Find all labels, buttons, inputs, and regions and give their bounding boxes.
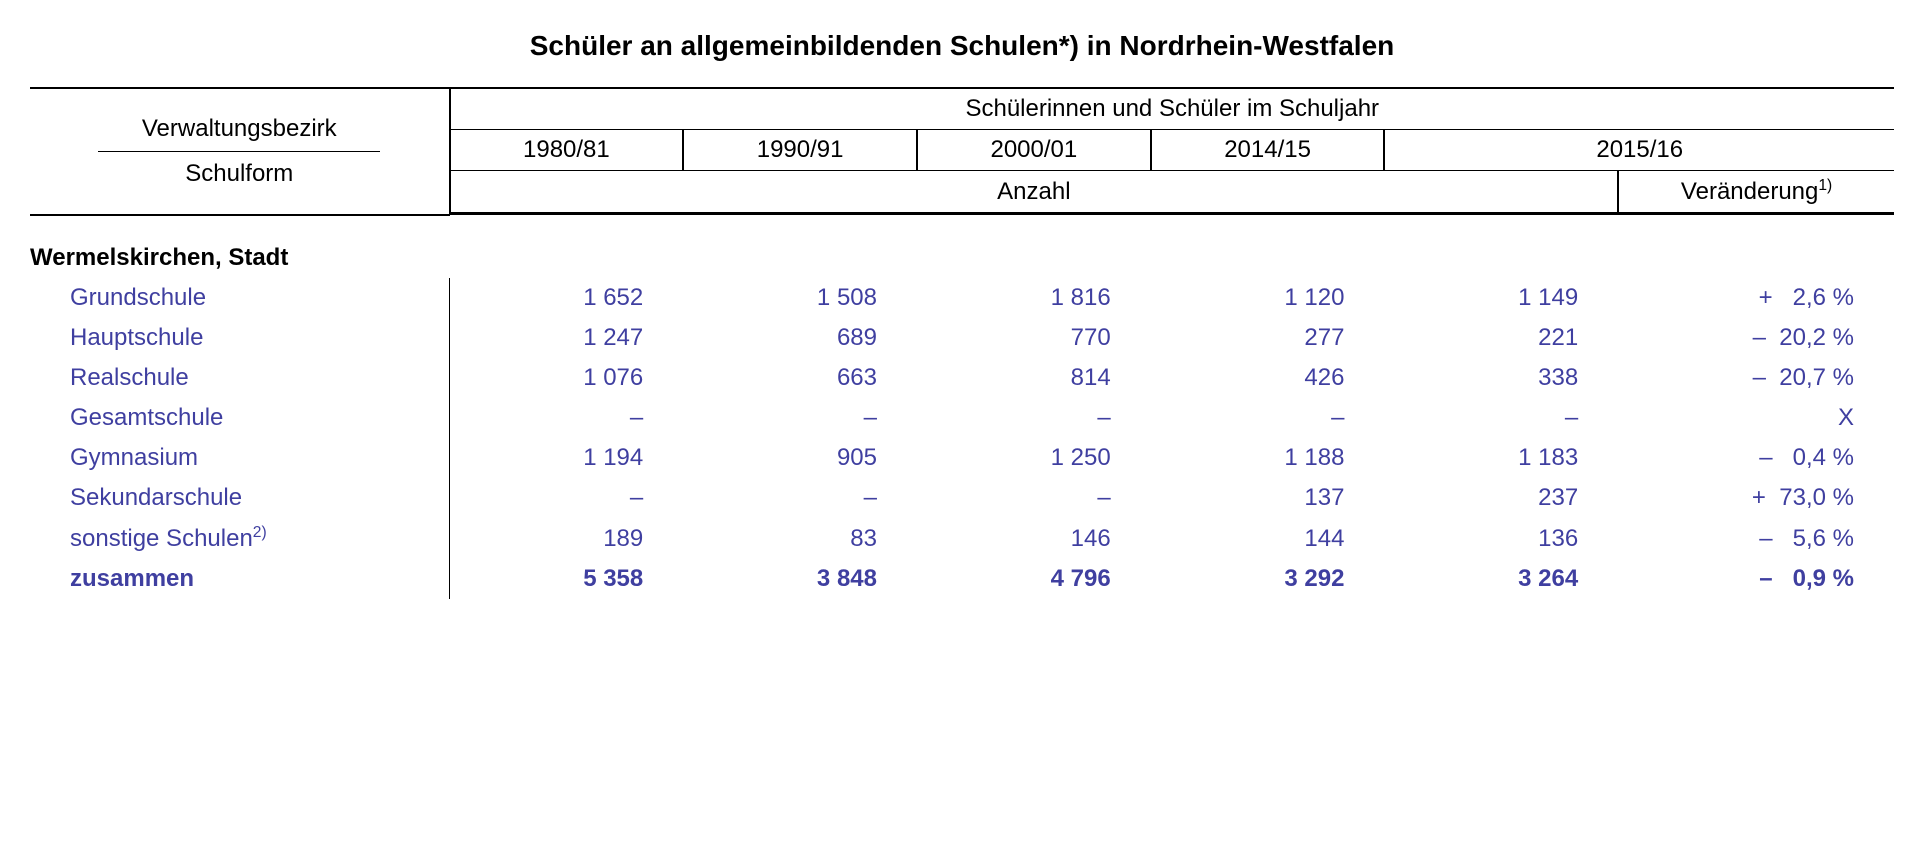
- cell-value: 1 194: [450, 438, 684, 478]
- cell-value: 1 183: [1384, 438, 1618, 478]
- cell-value: 237: [1384, 478, 1618, 518]
- region-name: Wermelskirchen, Stadt: [30, 215, 1894, 278]
- cell-value: 4 796: [917, 559, 1151, 599]
- cell-value: –: [450, 478, 684, 518]
- cell-value: 221: [1384, 318, 1618, 358]
- year-col-2: 2000/01: [917, 130, 1151, 171]
- cell-change: – 5,6 %: [1618, 518, 1894, 559]
- spanner-header: Schülerinnen und Schüler im Schuljahr: [450, 88, 1894, 130]
- cell-value: –: [450, 398, 684, 438]
- stub-header-top: Verwaltungsbezirk: [38, 111, 441, 147]
- row-label: Gymnasium: [30, 438, 450, 478]
- row-label: Realschule: [30, 358, 450, 398]
- cell-value: 146: [917, 518, 1151, 559]
- cell-change: – 0,4 %: [1618, 438, 1894, 478]
- students-table: Verwaltungsbezirk Schulform Schülerinnen…: [30, 87, 1894, 599]
- table-row: Gymnasium1 1949051 2501 1881 183– 0,4 %: [30, 438, 1894, 478]
- row-label: zusammen: [30, 559, 450, 599]
- sub-change: Veränderung1): [1618, 171, 1894, 214]
- cell-value: 1 250: [917, 438, 1151, 478]
- cell-value: –: [917, 398, 1151, 438]
- cell-change: + 2,6 %: [1618, 278, 1894, 318]
- cell-value: 663: [683, 358, 917, 398]
- cell-value: –: [683, 398, 917, 438]
- year-col-1: 1990/91: [683, 130, 917, 171]
- table-row: sonstige Schulen2)18983146144136– 5,6 %: [30, 518, 1894, 559]
- row-label: Gesamtschule: [30, 398, 450, 438]
- sub-anzahl: Anzahl: [450, 171, 1619, 214]
- cell-value: 905: [683, 438, 917, 478]
- year-col-4: 2015/16: [1384, 130, 1894, 171]
- cell-value: 3 292: [1151, 559, 1385, 599]
- table-row: Realschule1 076663814426338– 20,7 %: [30, 358, 1894, 398]
- cell-change: + 73,0 %: [1618, 478, 1894, 518]
- cell-value: 1 816: [917, 278, 1151, 318]
- cell-value: 1 188: [1151, 438, 1385, 478]
- cell-value: 136: [1384, 518, 1618, 559]
- table-row: Gesamtschule–––––X: [30, 398, 1894, 438]
- cell-value: 1 508: [683, 278, 917, 318]
- cell-value: 189: [450, 518, 684, 559]
- cell-value: 1 076: [450, 358, 684, 398]
- cell-value: 144: [1151, 518, 1385, 559]
- cell-value: 83: [683, 518, 917, 559]
- cell-change: X: [1618, 398, 1894, 438]
- cell-value: 3 848: [683, 559, 917, 599]
- cell-change: – 0,9 %: [1618, 559, 1894, 599]
- year-col-3: 2014/15: [1151, 130, 1385, 171]
- cell-value: 277: [1151, 318, 1385, 358]
- cell-value: 3 264: [1384, 559, 1618, 599]
- row-label: sonstige Schulen2): [30, 518, 450, 559]
- cell-value: –: [1151, 398, 1385, 438]
- stub-header: Verwaltungsbezirk Schulform: [30, 88, 450, 214]
- cell-value: 1 247: [450, 318, 684, 358]
- cell-value: 814: [917, 358, 1151, 398]
- cell-value: –: [917, 478, 1151, 518]
- cell-value: 1 149: [1384, 278, 1618, 318]
- cell-value: 1 652: [450, 278, 684, 318]
- page-title: Schüler an allgemeinbildenden Schulen*) …: [30, 30, 1894, 62]
- cell-value: –: [683, 478, 917, 518]
- table-body: Wermelskirchen, Stadt Grundschule1 6521 …: [30, 215, 1894, 599]
- cell-change: – 20,7 %: [1618, 358, 1894, 398]
- cell-value: –: [1384, 398, 1618, 438]
- cell-value: 338: [1384, 358, 1618, 398]
- table-row: Sekundarschule–––137237+ 73,0 %: [30, 478, 1894, 518]
- cell-value: 1 120: [1151, 278, 1385, 318]
- cell-value: 426: [1151, 358, 1385, 398]
- cell-value: 5 358: [450, 559, 684, 599]
- cell-value: 689: [683, 318, 917, 358]
- stub-header-bottom: Schulform: [38, 156, 441, 192]
- row-label: Hauptschule: [30, 318, 450, 358]
- year-col-0: 1980/81: [450, 130, 684, 171]
- table-row: Grundschule1 6521 5081 8161 1201 149+ 2,…: [30, 278, 1894, 318]
- cell-value: 137: [1151, 478, 1385, 518]
- row-label: Sekundarschule: [30, 478, 450, 518]
- table-row: Hauptschule1 247689770277221– 20,2 %: [30, 318, 1894, 358]
- cell-value: 770: [917, 318, 1151, 358]
- row-label: Grundschule: [30, 278, 450, 318]
- cell-change: – 20,2 %: [1618, 318, 1894, 358]
- table-total-row: zusammen5 3583 8484 7963 2923 264– 0,9 %: [30, 559, 1894, 599]
